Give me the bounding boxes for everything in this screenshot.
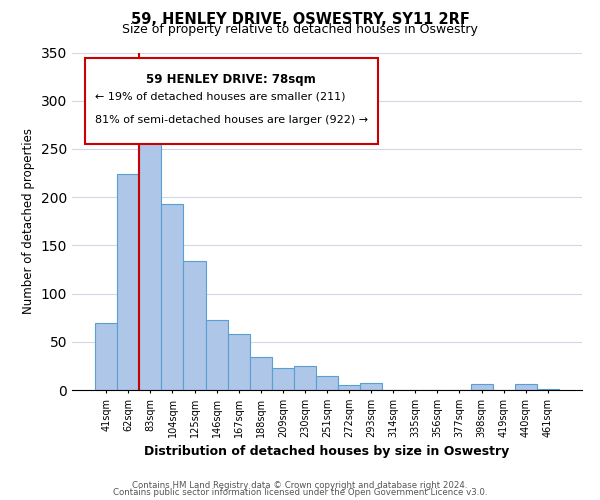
Text: 59 HENLEY DRIVE: 78sqm: 59 HENLEY DRIVE: 78sqm xyxy=(146,72,316,86)
Bar xyxy=(537,389,559,390)
Bar xyxy=(515,384,537,390)
Bar xyxy=(470,384,493,390)
Bar xyxy=(294,366,316,390)
Bar xyxy=(338,385,360,390)
Text: 59, HENLEY DRIVE, OSWESTRY, SY11 2RF: 59, HENLEY DRIVE, OSWESTRY, SY11 2RF xyxy=(131,12,469,28)
Text: Size of property relative to detached houses in Oswestry: Size of property relative to detached ho… xyxy=(122,22,478,36)
Bar xyxy=(117,174,139,390)
Bar xyxy=(360,383,382,390)
Bar xyxy=(250,357,272,390)
Bar xyxy=(272,368,294,390)
Bar xyxy=(95,322,117,390)
Y-axis label: Number of detached properties: Number of detached properties xyxy=(22,128,35,314)
Bar xyxy=(206,320,227,390)
Bar xyxy=(184,261,206,390)
Text: Contains HM Land Registry data © Crown copyright and database right 2024.: Contains HM Land Registry data © Crown c… xyxy=(132,480,468,490)
Text: 81% of semi-detached houses are larger (922) →: 81% of semi-detached houses are larger (… xyxy=(95,115,368,125)
Bar xyxy=(139,120,161,390)
FancyBboxPatch shape xyxy=(85,58,378,144)
Bar xyxy=(161,204,184,390)
Bar xyxy=(316,376,338,390)
Bar xyxy=(227,334,250,390)
X-axis label: Distribution of detached houses by size in Oswestry: Distribution of detached houses by size … xyxy=(145,446,509,458)
Text: ← 19% of detached houses are smaller (211): ← 19% of detached houses are smaller (21… xyxy=(95,92,346,102)
Text: Contains public sector information licensed under the Open Government Licence v3: Contains public sector information licen… xyxy=(113,488,487,497)
